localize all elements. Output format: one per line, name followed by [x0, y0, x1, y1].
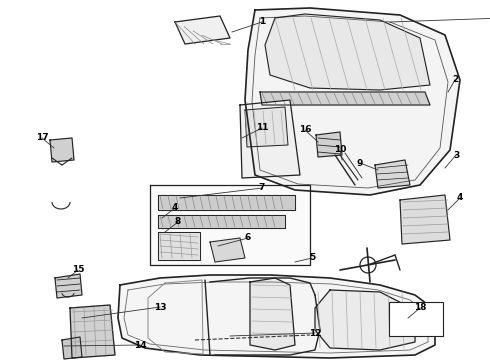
Polygon shape — [400, 195, 450, 244]
Text: 9: 9 — [357, 158, 363, 167]
Polygon shape — [55, 274, 82, 298]
Text: 5: 5 — [309, 253, 315, 262]
Polygon shape — [315, 290, 415, 350]
Polygon shape — [245, 107, 288, 147]
Text: 13: 13 — [154, 302, 166, 311]
Polygon shape — [175, 16, 230, 44]
Text: 11: 11 — [256, 123, 268, 132]
Polygon shape — [70, 305, 115, 358]
Polygon shape — [158, 232, 200, 260]
Polygon shape — [265, 14, 430, 90]
Text: 10: 10 — [334, 145, 346, 154]
Polygon shape — [316, 132, 342, 157]
Text: 17: 17 — [36, 134, 49, 143]
Text: 15: 15 — [72, 266, 84, 274]
Polygon shape — [158, 215, 285, 228]
Text: 7: 7 — [259, 184, 265, 193]
Polygon shape — [250, 278, 295, 350]
Polygon shape — [375, 160, 410, 188]
Text: 4: 4 — [457, 194, 463, 202]
Text: 1: 1 — [259, 18, 265, 27]
Polygon shape — [158, 195, 295, 210]
Text: 2: 2 — [452, 76, 458, 85]
Text: 3: 3 — [453, 150, 459, 159]
Text: 6: 6 — [245, 234, 251, 243]
Polygon shape — [245, 8, 460, 195]
Text: 8: 8 — [175, 217, 181, 226]
Polygon shape — [240, 100, 300, 178]
Polygon shape — [50, 138, 74, 162]
Text: 14: 14 — [134, 341, 147, 350]
Text: 18: 18 — [414, 303, 426, 312]
Polygon shape — [150, 185, 310, 265]
Polygon shape — [210, 238, 245, 262]
Text: 4: 4 — [172, 203, 178, 212]
Text: 12: 12 — [309, 328, 321, 338]
FancyBboxPatch shape — [389, 302, 443, 336]
Polygon shape — [118, 275, 435, 358]
Text: 16: 16 — [299, 126, 311, 135]
Polygon shape — [260, 92, 430, 105]
Polygon shape — [62, 337, 82, 359]
